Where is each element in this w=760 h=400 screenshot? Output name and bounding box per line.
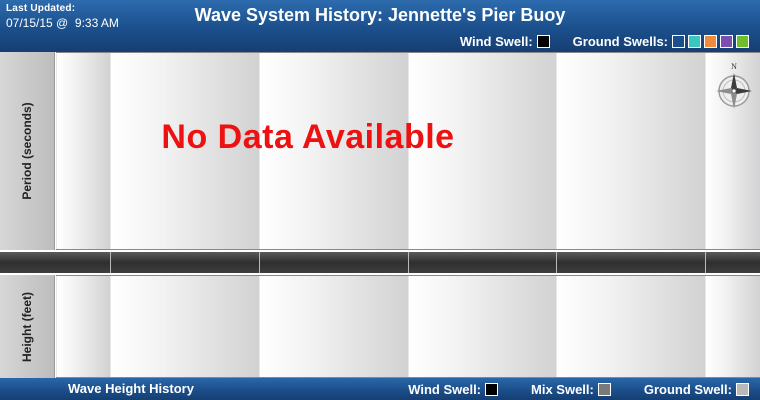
time-divider-bar	[56, 252, 760, 273]
height-axis: Height (feet)	[0, 275, 55, 378]
divider-tick	[705, 252, 706, 273]
height-chart-panel	[56, 275, 760, 378]
no-data-message: No Data Available	[161, 118, 455, 156]
ground-swell-footer-swatch	[736, 382, 749, 396]
header-legend: Wind Swell: Ground Swells:	[460, 33, 752, 49]
ground-swell-swatch-2	[688, 34, 701, 48]
day-band	[408, 276, 556, 377]
ground-swell-footer-label: Ground Swell:	[643, 381, 732, 397]
day-band	[259, 53, 408, 249]
ground-swell-swatch-5	[736, 34, 749, 48]
day-band	[56, 53, 110, 249]
period-axis-label: Period (seconds)	[20, 102, 34, 200]
ground-swell-swatch-4	[720, 34, 733, 48]
height-axis-label: Height (feet)	[20, 291, 34, 362]
day-band	[705, 276, 760, 377]
compass-north-label: N	[731, 62, 737, 71]
footer-legend: Wind Swell: Mix Swell: Ground Swell:	[408, 380, 752, 398]
mix-swell-footer-label: Mix Swell:	[531, 381, 594, 397]
wind-swell-legend-label: Wind Swell:	[459, 33, 533, 49]
ground-swell-swatch-1	[672, 34, 685, 48]
wind-swell-footer-swatch	[485, 382, 499, 396]
footer-bar: Wave Height History Wind Swell: Mix Swel…	[0, 378, 760, 400]
ground-swell-swatch-3	[704, 34, 717, 48]
last-updated-timestamp: 07/15/15 @ 9:33 AM	[6, 16, 119, 30]
last-updated-label: Last Updated:	[6, 3, 76, 14]
mix-swell-footer-swatch	[597, 382, 611, 396]
divider-tick	[408, 252, 409, 273]
ground-swells-legend-label: Ground Swells:	[572, 33, 668, 49]
day-band	[408, 53, 556, 249]
day-band	[110, 53, 259, 249]
divider-bar-left	[0, 252, 56, 273]
footer-title: Wave Height History	[68, 381, 194, 396]
divider-tick	[110, 252, 111, 273]
divider-tick	[556, 252, 557, 273]
period-chart-panel	[56, 52, 760, 250]
page-title: Wave System History: Jennette's Pier Buo…	[194, 5, 566, 25]
day-band	[259, 276, 408, 377]
compass-icon: N	[711, 60, 757, 112]
wind-swell-footer-label: Wind Swell:	[408, 381, 482, 397]
day-band	[556, 276, 705, 377]
day-band	[556, 53, 705, 249]
divider-tick	[259, 252, 260, 273]
period-axis: Period (seconds)	[0, 52, 55, 250]
wind-swell-swatch	[536, 34, 550, 48]
day-band	[110, 276, 259, 377]
day-band	[56, 276, 110, 377]
header-bar: Last Updated: 07/15/15 @ 9:33 AM Wave Sy…	[0, 0, 760, 52]
